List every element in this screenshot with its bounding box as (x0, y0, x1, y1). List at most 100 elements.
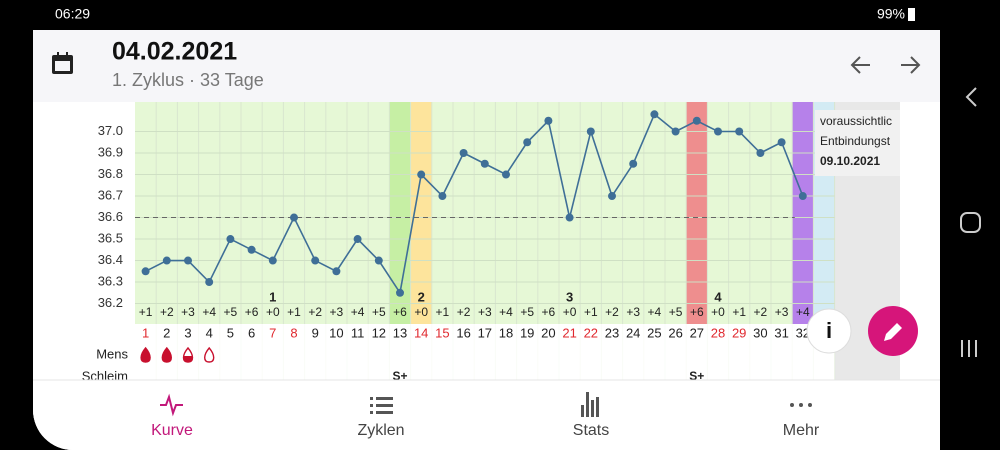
temperature-point (205, 278, 214, 287)
day-number: 32 (796, 325, 810, 340)
phase-count: +1 (584, 305, 598, 319)
mens-drop-half (183, 356, 193, 362)
next-arrow[interactable] (901, 56, 921, 74)
temperature-point (374, 256, 383, 265)
nav-label[interactable]: Stats (573, 422, 609, 439)
phase-count: +4 (202, 305, 216, 319)
day-number: 25 (647, 325, 661, 340)
temperature-point (756, 149, 765, 158)
day-number: 28 (711, 325, 725, 340)
nav-recent[interactable] (961, 340, 977, 357)
day-number: 14 (414, 325, 428, 340)
day-number: 4 (206, 325, 213, 340)
day-number: 24 (626, 325, 640, 340)
calendar-icon[interactable] (52, 52, 73, 74)
header-title: 04.02.2021 (112, 38, 237, 66)
edit-icon[interactable] (884, 323, 902, 341)
day-number: 21 (562, 325, 576, 340)
temperature-point (226, 235, 235, 244)
phase-count: +2 (160, 305, 174, 319)
phase-count: +4 (499, 305, 513, 319)
day-band (686, 102, 708, 324)
day-number: 5 (227, 325, 234, 340)
temperature-point (671, 127, 680, 136)
nav-label[interactable]: Kurve (151, 422, 193, 439)
nav-label[interactable]: Zyklen (357, 422, 404, 439)
phase-count: +0 (711, 305, 725, 319)
phase-count: +2 (457, 305, 471, 319)
temperature-point (311, 256, 320, 265)
y-tick-label: 36.2 (98, 295, 123, 310)
phase-count: +4 (351, 305, 365, 319)
y-tick-label: 36.6 (98, 209, 123, 224)
day-number: 1 (142, 325, 149, 340)
chart: 36.2 36.3 36.4 36.5 36.6 36.7 36.8 36.9 37.0 +1 +2… (82, 102, 900, 383)
nav-home[interactable] (960, 212, 981, 233)
phase-count: +6 (245, 305, 259, 319)
app: 36.2 36.3 36.4 36.5 36.6 36.7 36.8 36.9 37.0 +1 +2… (33, 30, 940, 450)
day-number: 11 (351, 325, 365, 340)
temperature-point (396, 288, 404, 297)
kurve-icon (160, 393, 183, 417)
temperature-point (162, 256, 171, 265)
annotation-text: voraussichtlic (820, 114, 892, 128)
phase-count: +2 (308, 305, 322, 319)
phase-count: +6 (393, 305, 407, 319)
mens-drop (204, 346, 215, 363)
annotation-text: Entbindungst (820, 134, 891, 148)
nav-label[interactable]: Mehr (783, 422, 820, 439)
phase-count: +6 (690, 305, 704, 319)
mens-drop (140, 346, 151, 363)
zyklen-icon (370, 397, 393, 414)
phase-count: +6 (542, 305, 556, 319)
y-tick-label: 36.9 (98, 144, 123, 159)
day-number: 20 (541, 325, 555, 340)
y-tick-label: 37.0 (98, 123, 123, 138)
y-tick-label: 36.3 (98, 273, 123, 288)
phase-count: +1 (287, 305, 301, 319)
temperature-point (586, 127, 595, 136)
phase-count: +3 (775, 305, 789, 319)
cycle-marker: 4 (714, 289, 722, 304)
schleim-mark: S+ (392, 369, 407, 383)
info-button[interactable] (806, 308, 852, 354)
cycle-marker: 2 (418, 289, 425, 304)
day-number: 29 (732, 325, 746, 340)
temperature-point (247, 245, 256, 254)
day-band (792, 102, 814, 324)
day-number: 6 (248, 325, 255, 340)
annotation-text: 09.10.2021 (820, 154, 880, 168)
prev-arrow[interactable] (850, 56, 870, 74)
phase-count: +0 (414, 305, 428, 319)
phase-count: +3 (478, 305, 492, 319)
day-number: 10 (329, 325, 343, 340)
phase-count: +5 (669, 305, 683, 319)
temperature-point (502, 170, 510, 179)
day-number: 18 (499, 325, 513, 340)
phase-count: +4 (648, 305, 662, 319)
day-number: 17 (478, 325, 492, 340)
temperature-point (629, 159, 638, 168)
y-tick-label: 36.5 (98, 230, 123, 245)
info-button-label[interactable]: i (826, 318, 832, 343)
chart-bg (135, 102, 835, 324)
day-number: 13 (393, 325, 407, 340)
phase-count: +5 (520, 305, 534, 319)
mehr-icon (790, 403, 812, 407)
temperature-point (417, 170, 426, 179)
temperature-point (565, 213, 574, 222)
day-number: 22 (584, 325, 598, 340)
temperature-point (268, 256, 277, 265)
nav-back[interactable] (965, 87, 977, 107)
temperature-point (544, 116, 553, 125)
mens-drop (161, 346, 172, 363)
temperature-point (290, 213, 298, 222)
phase-count: +3 (181, 305, 195, 319)
stats-icon (581, 392, 599, 417)
day-number: 8 (290, 325, 297, 340)
temperature-point (141, 267, 150, 276)
temperature-point (714, 127, 722, 136)
day-number: 12 (372, 325, 386, 340)
